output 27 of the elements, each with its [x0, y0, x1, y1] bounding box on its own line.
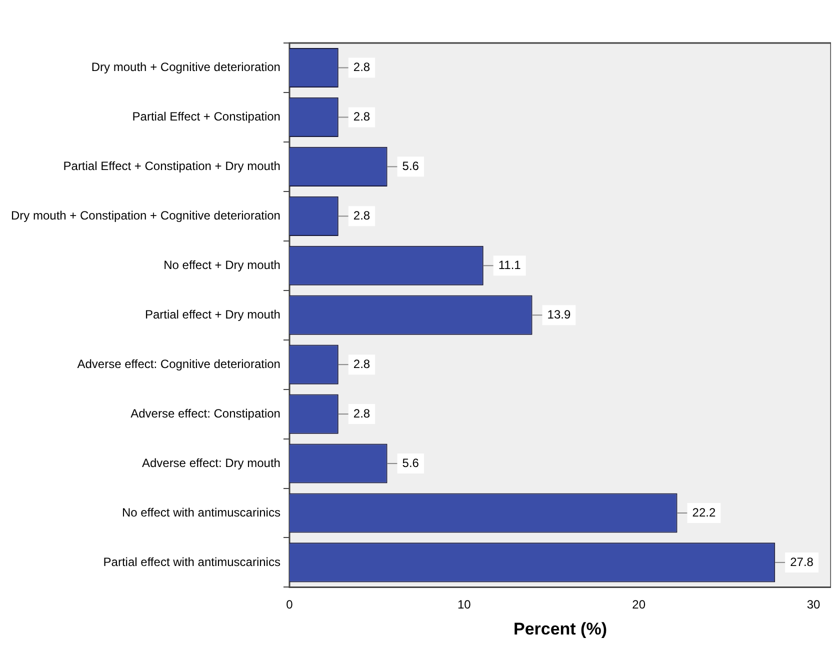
data-label: 2.8 [353, 406, 370, 420]
data-label: 2.8 [353, 356, 370, 371]
data-label: 2.8 [353, 60, 370, 74]
y-tick-label: Dry mouth + Constipation + Cognitive deterioration [10, 208, 280, 222]
y-tick-label: Partial effect with antimuscarinics [103, 554, 280, 569]
y-tick-label: No effect with antimuscarinics [122, 505, 280, 520]
x-tick-label: 10 [457, 598, 472, 612]
y-tick-label: Adverse effect: Dry mouth [142, 456, 280, 470]
data-label: 2.8 [353, 110, 370, 124]
y-tick-label: Partial Effect + Constipation + Dry mouth [63, 158, 280, 173]
data-label: 5.6 [402, 456, 420, 470]
x-axis-title: Percent (%) [513, 619, 608, 638]
y-tick-label: Partial Effect + Constipation [132, 110, 280, 124]
data-label: 27.8 [790, 554, 814, 569]
y-tick-label: Dry mouth + Cognitive deterioration [91, 60, 280, 74]
data-label: 5.6 [402, 158, 420, 173]
data-label: 11.1 [498, 258, 522, 272]
y-tick-label: No effect + Dry mouth [164, 258, 280, 272]
x-tick-label: 20 [632, 598, 646, 612]
x-tick-label: 30 [806, 598, 821, 612]
data-label: 22.2 [692, 505, 716, 520]
y-tick-label: Adverse effect: Cognitive deterioration [77, 356, 280, 371]
data-label: 13.9 [547, 307, 571, 322]
data-label: 2.8 [353, 208, 370, 222]
x-tick-label: 0 [286, 598, 294, 612]
y-tick-label: Adverse effect: Constipation [130, 406, 280, 420]
y-tick-label: Partial effect + Dry mouth [144, 307, 280, 322]
